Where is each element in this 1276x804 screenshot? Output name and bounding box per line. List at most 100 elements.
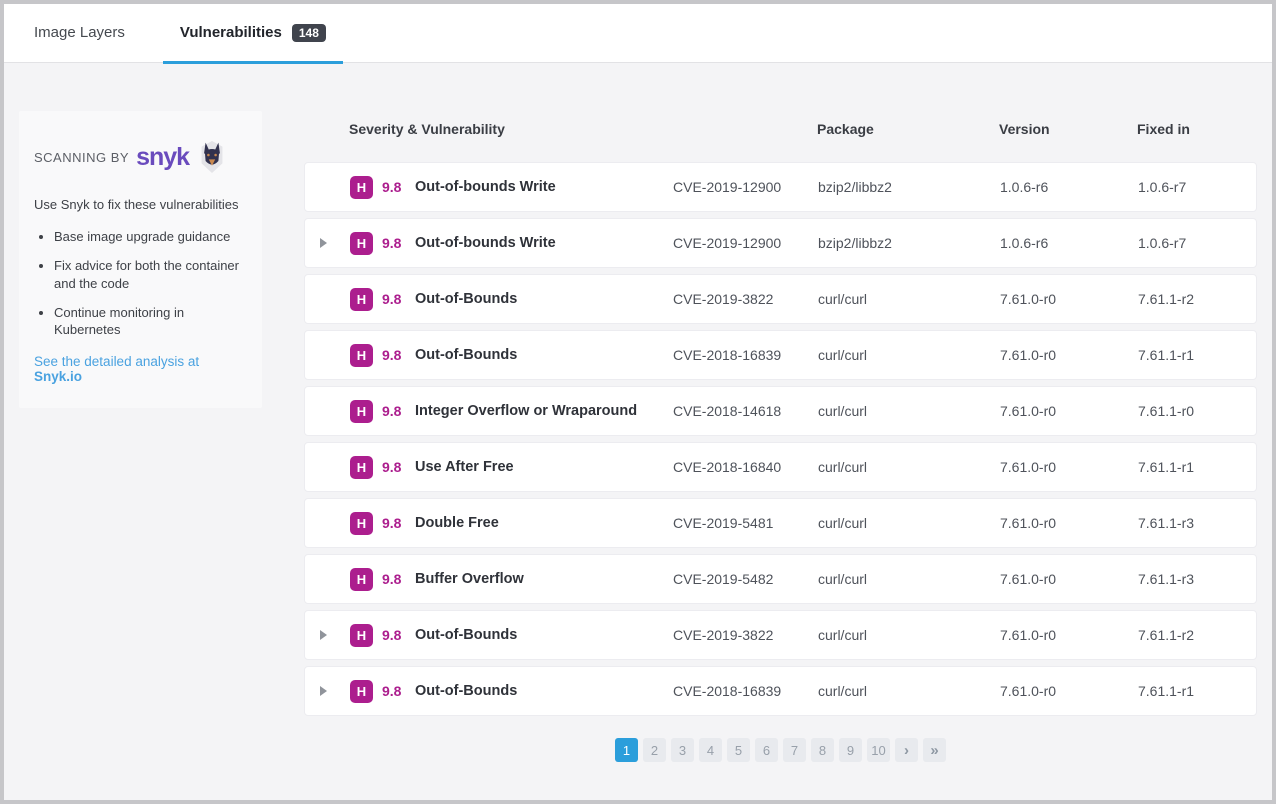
tab-image-layers[interactable]: Image Layers	[32, 4, 127, 64]
expander-cell	[305, 686, 350, 696]
snyk-info-panel: SCANNING BY snyk Use Snyk to fix these v…	[19, 111, 262, 409]
severity-badge: H	[350, 679, 373, 703]
snyk-link-text: See the detailed analysis at	[34, 354, 200, 370]
cvss-score: 9.8	[382, 403, 402, 419]
page-button-8[interactable]: 8	[811, 738, 834, 762]
expander-cell	[305, 406, 350, 416]
cve-id: CVE-2019-12900	[673, 235, 782, 251]
vulnerability-row[interactable]: H 9.8 Out-of-Bounds CVE-2018-16839 curl/…	[304, 330, 1257, 380]
cve-id: CVE-2019-12900	[673, 179, 782, 195]
vulnerability-row[interactable]: H 9.8 Use After Free CVE-2018-16840 curl…	[304, 442, 1257, 492]
vulnerability-row[interactable]: H 9.8 Out-of-Bounds CVE-2019-3822 curl/c…	[304, 274, 1257, 324]
package-name: curl/curl	[818, 515, 868, 531]
expander-cell	[305, 294, 350, 304]
vulnerability-name: Use After Free	[415, 459, 514, 475]
page-button-4[interactable]: 4	[699, 738, 722, 762]
cvss-score: 9.8	[382, 347, 402, 363]
fixed-version: 7.61.1-r1	[1138, 683, 1195, 699]
benefit-item: Continue monitoring in Kubernetes	[54, 304, 244, 339]
package-version: 7.61.0-r0	[1000, 347, 1057, 363]
vulnerability-row[interactable]: H 9.8 Out-of-Bounds CVE-2019-3822 curl/c…	[304, 610, 1257, 660]
severity-cell: H	[350, 287, 382, 311]
fixed-version: 7.61.1-r1	[1138, 347, 1195, 363]
package-name: curl/curl	[818, 403, 868, 419]
vulnerability-count-badge: 148	[291, 23, 326, 42]
benefit-item: Fix advice for both the container and th…	[54, 257, 244, 292]
scanning-by-label: SCANNING BY	[34, 149, 130, 165]
tab-vulnerabilities-label: Vulnerabilities	[179, 24, 282, 41]
cvss-score: 9.8	[382, 235, 402, 251]
vulnerability-row[interactable]: H 9.8 Integer Overflow or Wraparound CVE…	[304, 386, 1257, 436]
snyk-analysis-link[interactable]: See the detailed analysis at Snyk.io	[34, 354, 244, 384]
fixed-version: 7.61.1-r2	[1138, 291, 1195, 307]
vulnerability-name: Out-of-Bounds	[415, 291, 518, 307]
package-version: 7.61.0-r0	[1000, 627, 1057, 643]
vulnerability-row[interactable]: H 9.8 Out-of-Bounds CVE-2018-16839 curl/…	[304, 666, 1257, 716]
expand-row-icon[interactable]	[320, 630, 327, 640]
last-page-button[interactable]: »	[923, 738, 946, 762]
page-button-9[interactable]: 9	[839, 738, 862, 762]
severity-cell: H	[350, 231, 382, 255]
fixed-version: 7.61.1-r2	[1138, 627, 1195, 643]
benefit-item: Base image upgrade guidance	[54, 228, 244, 245]
tab-vulnerabilities[interactable]: Vulnerabilities 148	[162, 4, 343, 64]
severity-cell: H	[350, 455, 382, 479]
next-page-button[interactable]: ›	[895, 738, 918, 762]
snyk-logo-wordmark: snyk	[136, 142, 190, 171]
page-button-6[interactable]: 6	[755, 738, 778, 762]
package-name: curl/curl	[818, 683, 868, 699]
severity-badge: H	[350, 623, 373, 647]
vulnerability-name: Out-of-Bounds	[415, 683, 518, 699]
snyk-link-target: Snyk.io	[34, 369, 83, 385]
severity-cell: H	[350, 567, 382, 591]
cvss-score: 9.8	[382, 627, 402, 643]
package-name: bzip2/libbz2	[818, 235, 892, 251]
expand-row-icon[interactable]	[320, 238, 327, 248]
package-version: 7.61.0-r0	[1000, 571, 1057, 587]
severity-cell: H	[350, 623, 382, 647]
cve-id: CVE-2019-3822	[673, 627, 774, 643]
vulnerability-name: Out-of-bounds Write	[415, 179, 556, 195]
expander-cell	[305, 462, 350, 472]
vulnerability-name: Buffer Overflow	[415, 571, 524, 587]
severity-cell: H	[350, 343, 382, 367]
vulnerability-row[interactable]: H 9.8 Out-of-bounds Write CVE-2019-12900…	[304, 162, 1257, 212]
expander-cell	[305, 350, 350, 360]
page-button-2[interactable]: 2	[643, 738, 666, 762]
fixed-version: 1.0.6-r7	[1138, 179, 1187, 195]
package-name: curl/curl	[818, 571, 868, 587]
severity-badge: H	[350, 399, 373, 423]
cve-id: CVE-2018-16839	[673, 683, 782, 699]
package-version: 1.0.6-r6	[1000, 235, 1049, 251]
vulnerability-name: Out-of-bounds Write	[415, 235, 556, 251]
page-button-10[interactable]: 10	[867, 738, 890, 762]
severity-cell: H	[350, 511, 382, 535]
severity-cell: H	[350, 175, 382, 199]
page-button-7[interactable]: 7	[783, 738, 806, 762]
page-button-1[interactable]: 1	[615, 738, 638, 762]
page-button-5[interactable]: 5	[727, 738, 750, 762]
severity-badge: H	[350, 343, 373, 367]
vulnerability-row[interactable]: H 9.8 Double Free CVE-2019-5481 curl/cur…	[304, 498, 1257, 548]
fixed-version: 7.61.1-r0	[1138, 403, 1195, 419]
table-header-row: Severity & Vulnerability Package Version…	[304, 111, 1257, 147]
page-button-3[interactable]: 3	[671, 738, 694, 762]
package-version: 1.0.6-r6	[1000, 179, 1049, 195]
vulnerability-name: Double Free	[415, 515, 499, 531]
table-body: H 9.8 Out-of-bounds Write CVE-2019-12900…	[304, 162, 1257, 716]
tab-bar: Image Layers Vulnerabilities 148	[4, 4, 1272, 64]
expander-cell	[305, 238, 350, 248]
expander-cell	[305, 630, 350, 640]
expand-row-icon[interactable]	[320, 686, 327, 696]
snyk-dog-icon	[201, 141, 223, 173]
cvss-score: 9.8	[382, 515, 402, 531]
cvss-score: 9.8	[382, 683, 402, 699]
severity-badge: H	[350, 175, 373, 199]
vulnerability-row[interactable]: H 9.8 Out-of-bounds Write CVE-2019-12900…	[304, 218, 1257, 268]
vulnerability-row[interactable]: H 9.8 Buffer Overflow CVE-2019-5482 curl…	[304, 554, 1257, 604]
severity-badge: H	[350, 287, 373, 311]
cvss-score: 9.8	[382, 459, 402, 475]
package-version: 7.61.0-r0	[1000, 403, 1057, 419]
cve-id: CVE-2019-5481	[673, 515, 774, 531]
